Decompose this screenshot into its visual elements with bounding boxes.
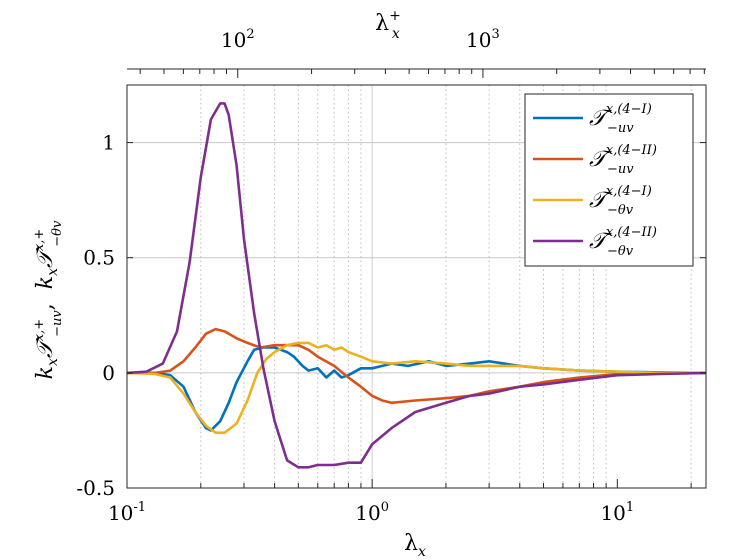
top-tick-label: 102 [221, 27, 255, 52]
y-tick-label: 1 [102, 131, 115, 155]
y-tick-label: 0 [102, 361, 115, 385]
series-line-1 [127, 346, 707, 432]
x-tick-label: 10-1 [108, 500, 146, 525]
y-axis-title: kx𝒯x,+ −uv,kx𝒯x,+ −θv [32, 220, 65, 379]
x-axis-title: λx [404, 531, 426, 560]
legend-label-3: 𝒯x,(4−I) −θv [589, 184, 652, 218]
x-tick-label: 100 [355, 500, 389, 525]
legend-box [524, 93, 694, 267]
series-line-4 [126, 102, 707, 469]
top-axis-title: λ+ x [375, 8, 401, 42]
plot-frame [126, 84, 707, 489]
series-lines [126, 102, 707, 469]
y-tick-label: -0.5 [76, 476, 115, 500]
x-tick-label: 101 [600, 500, 634, 525]
axes: 10-1 100 101 -0.5 0 0.5 1 102 103 [76, 27, 707, 525]
legend-label-2: 𝒯x,(4−II) −uv [589, 143, 657, 177]
legend-label-1: 𝒯x,(4−I) −uv [589, 102, 652, 136]
y-tick-label: 0.5 [83, 246, 115, 270]
top-tick-label: 103 [466, 27, 500, 52]
series-line-3 [126, 341, 706, 434]
series-line-2 [127, 327, 706, 405]
